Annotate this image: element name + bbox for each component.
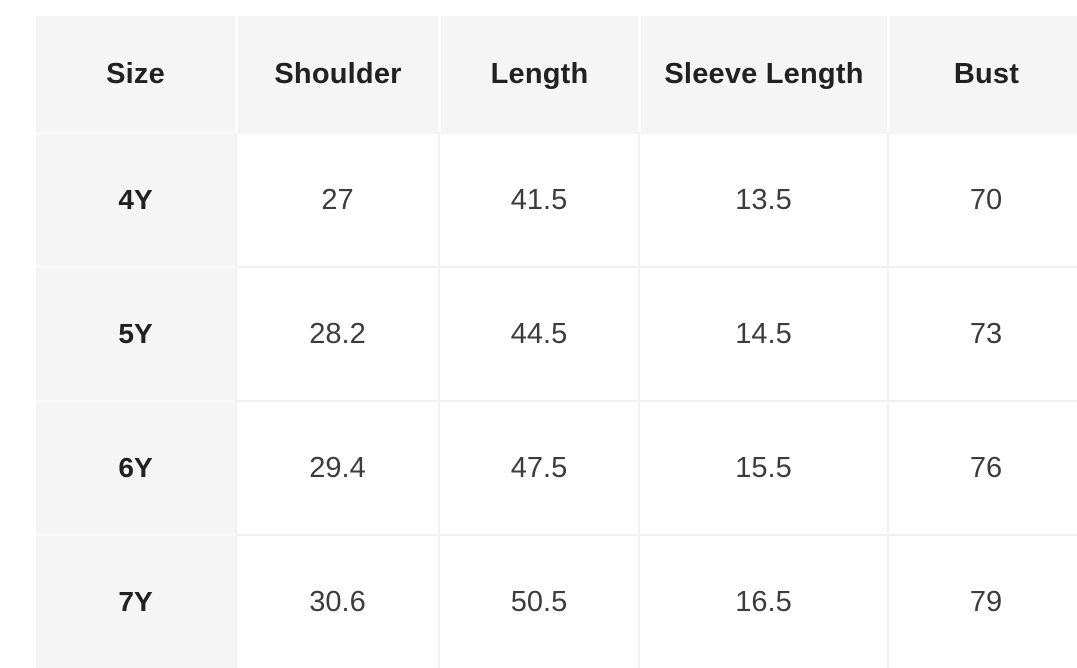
shoulder-value: 28.2 bbox=[235, 266, 438, 400]
column-header-length: Length bbox=[438, 16, 638, 132]
size-chart: Size Shoulder Length Sleeve Length Bust … bbox=[36, 16, 1077, 668]
shoulder-value: 29.4 bbox=[235, 400, 438, 534]
bust-value: 79 bbox=[887, 534, 1077, 668]
column-header-bust: Bust bbox=[887, 16, 1077, 132]
shoulder-value: 27 bbox=[235, 132, 438, 266]
size-label: 6Y bbox=[36, 400, 235, 534]
sleeve-length-value: 13.5 bbox=[638, 132, 887, 266]
column-header-shoulder: Shoulder bbox=[235, 16, 438, 132]
column-header-sleeve-length: Sleeve Length bbox=[638, 16, 887, 132]
bust-value: 70 bbox=[887, 132, 1077, 266]
table-row-7y: 7Y 30.6 50.5 16.5 79 bbox=[36, 534, 1077, 668]
table-row-6y: 6Y 29.4 47.5 15.5 76 bbox=[36, 400, 1077, 534]
sleeve-length-value: 15.5 bbox=[638, 400, 887, 534]
size-chart-body: 4Y 27 41.5 13.5 70 5Y 28.2 44.5 14.5 73 … bbox=[36, 132, 1077, 668]
sleeve-length-value: 14.5 bbox=[638, 266, 887, 400]
size-label: 7Y bbox=[36, 534, 235, 668]
size-chart-table: Size Shoulder Length Sleeve Length Bust … bbox=[36, 16, 1077, 668]
length-value: 44.5 bbox=[438, 266, 638, 400]
length-value: 41.5 bbox=[438, 132, 638, 266]
sleeve-length-value: 16.5 bbox=[638, 534, 887, 668]
header-row: Size Shoulder Length Sleeve Length Bust bbox=[36, 16, 1077, 132]
length-value: 50.5 bbox=[438, 534, 638, 668]
shoulder-value: 30.6 bbox=[235, 534, 438, 668]
column-header-size: Size bbox=[36, 16, 235, 132]
size-chart-header: Size Shoulder Length Sleeve Length Bust bbox=[36, 16, 1077, 132]
size-label: 4Y bbox=[36, 132, 235, 266]
table-row-4y: 4Y 27 41.5 13.5 70 bbox=[36, 132, 1077, 266]
size-label: 5Y bbox=[36, 266, 235, 400]
table-row-5y: 5Y 28.2 44.5 14.5 73 bbox=[36, 266, 1077, 400]
bust-value: 76 bbox=[887, 400, 1077, 534]
length-value: 47.5 bbox=[438, 400, 638, 534]
bust-value: 73 bbox=[887, 266, 1077, 400]
